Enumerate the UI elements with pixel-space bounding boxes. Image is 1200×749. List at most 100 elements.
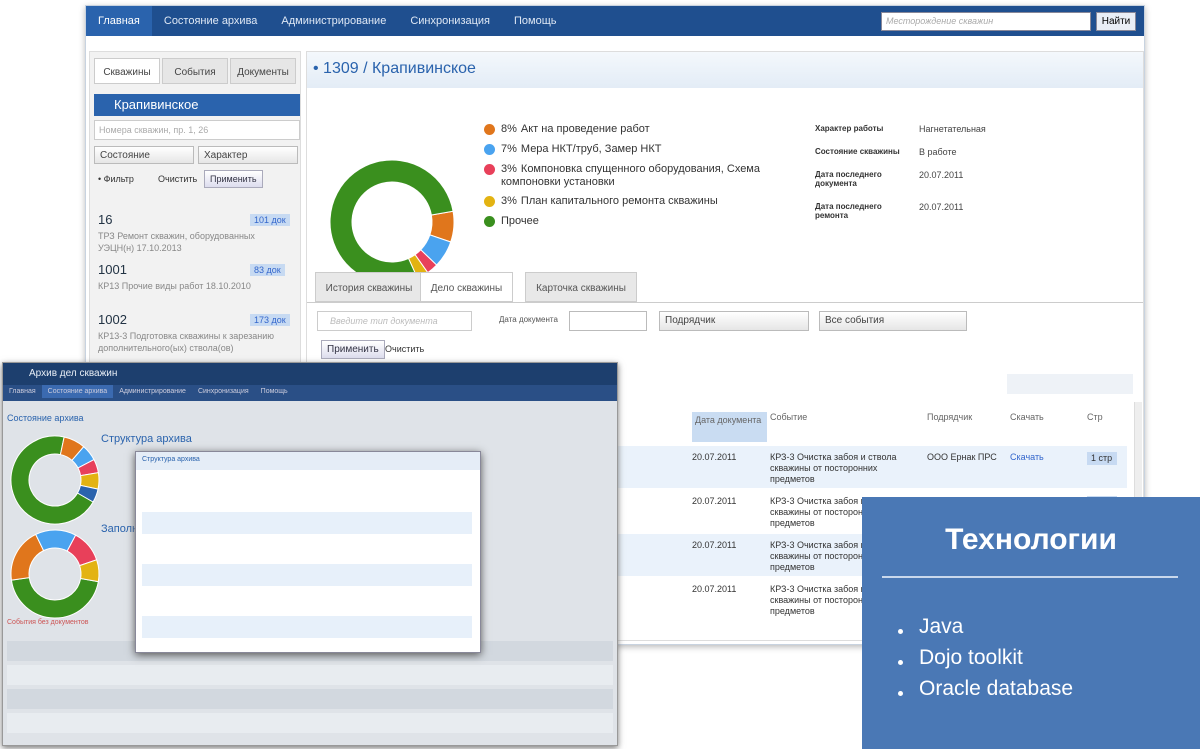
well-description: ТРЗ Ремонт скважин, оборудованных УЭЦН(н… [98, 231, 255, 253]
well-description: КР13 Прочие виды работ 18.10.2010 [98, 281, 251, 291]
table-cell: 20.07.2011 [692, 452, 737, 462]
field-header[interactable]: Крапивинское [94, 94, 300, 116]
info-key: Дата последнего документа [815, 170, 882, 188]
legend-dot [484, 124, 495, 135]
select[interactable]: Характер [198, 146, 298, 164]
table-cell: 20.07.2011 [692, 584, 737, 594]
well-badge: 101 док [250, 214, 290, 226]
well-tab[interactable]: Карточка скважины [525, 272, 637, 302]
inset-events: События без документов [7, 619, 89, 626]
legend-text: Прочее [501, 215, 539, 227]
date-input[interactable] [569, 311, 647, 331]
donut-slice [329, 159, 454, 272]
column-header: Подрядчик [927, 412, 973, 422]
well-badge: 173 док [250, 314, 290, 326]
legend-value: 3% [501, 195, 517, 207]
left-tab[interactable]: Документы [230, 58, 296, 84]
tech-rule [882, 576, 1178, 578]
well-number-input[interactable]: Номера скважин, пр. 1, 26 [94, 120, 300, 140]
legend-text: Акт на проведение работ [520, 123, 650, 135]
nav-item[interactable]: Синхронизация [410, 15, 491, 27]
nav-item[interactable]: Помощь [514, 15, 557, 27]
top-nav: Главная Состояние архива Администрирование… [86, 6, 1144, 36]
table-row [607, 446, 1127, 488]
well-name[interactable]: 1002 [98, 312, 127, 327]
column-header[interactable]: Дата документа [692, 412, 767, 442]
left-panel: Скважины События Документы Крапивинское Номе… [89, 51, 301, 371]
doc-search[interactable]: Введите тип документа [317, 311, 472, 331]
tech-item: Java [919, 615, 964, 638]
inset-nav-item[interactable]: Состояние архива [41, 385, 114, 398]
well-name[interactable]: 16 [98, 212, 113, 227]
donut-slice [78, 559, 100, 583]
well-badge: 83 док [250, 264, 285, 276]
legend-dot [484, 164, 495, 175]
select[interactable]: Состояние [94, 146, 194, 164]
inset-row [7, 713, 613, 733]
inset-row [7, 689, 613, 709]
filter-button[interactable]: • Фильтр [98, 174, 134, 184]
well-name[interactable]: 1001 [98, 262, 127, 277]
apply-button[interactable]: Применить [204, 170, 263, 188]
well-tab[interactable]: История скважины [315, 272, 423, 302]
column-header: Скачать [1010, 412, 1044, 422]
left-tab[interactable]: События [162, 58, 228, 84]
clear-button[interactable]: Очистить [158, 174, 198, 184]
left-tab[interactable]: Скважины [94, 58, 160, 84]
info-key: Дата последнего ремонта [815, 202, 882, 220]
well-description: КР13-3 Подготовка скважины к зарезанию д… [98, 331, 275, 353]
legend-dot [484, 196, 495, 207]
donut [10, 435, 100, 525]
table-cell[interactable]: Скачать [1010, 452, 1044, 462]
bullet [898, 691, 903, 696]
info-value: 20.07.2011 [919, 170, 964, 180]
nav-item[interactable]: Главная [86, 6, 152, 36]
info-value: В работе [919, 147, 957, 157]
donut-slice [10, 435, 94, 525]
search-button[interactable]: Найти [1096, 12, 1136, 31]
donut [10, 529, 100, 619]
well-tab[interactable]: Дело скважины [420, 272, 513, 302]
info-value: 20.07.2011 [919, 202, 964, 212]
inset-nav-item[interactable]: Главная [9, 388, 36, 395]
legend-text: План капитального ремонта скважины [520, 195, 718, 207]
legend-value: 3% [501, 163, 517, 175]
tab-line [307, 302, 1143, 303]
nav-item[interactable]: Состояние архива [163, 15, 258, 27]
table-cell: КРЗ-3 Очистка забоя и ствола скважины от… [770, 584, 897, 616]
modal-row [142, 616, 472, 638]
panel-header: • 1309 / Крапивинское [307, 52, 1143, 88]
info-key: Характер работы [815, 124, 884, 133]
tech-title: Технологии [945, 523, 1117, 556]
inset-nav-item[interactable]: Синхронизация [197, 388, 249, 395]
nav-item[interactable]: Администрирование [281, 15, 387, 27]
bullet [898, 660, 903, 665]
table-cell: ООО Ернак ПРС [927, 452, 997, 462]
info-value: Нагнетательная [919, 124, 986, 134]
select[interactable]: Все события [819, 311, 967, 331]
legend-label: 3% Компоновка спущенного оборудования, Сх… [501, 163, 791, 189]
inset-structure: Структура архива [101, 433, 192, 445]
table-cell: 1 стр [1087, 452, 1117, 465]
inset-section: Состояние архива [7, 413, 84, 423]
inset-nav-item[interactable]: Помощь [260, 388, 288, 395]
modal-row [142, 538, 472, 560]
legend-value: 7% [501, 143, 517, 155]
inset-nav-item[interactable]: Администрирование [119, 388, 186, 395]
inset-screenshot: Архив дел скважин Главная Состояние архива… [2, 362, 618, 746]
legend-label: 3% План капитального ремонта скважины [501, 195, 791, 208]
donut-slice [76, 484, 99, 503]
search-input[interactable]: Месторождение скважин [881, 12, 1091, 31]
modal-row [142, 590, 472, 612]
tech-box: Технологии Java Dojo toolkit Oracle databas… [862, 497, 1200, 749]
legend-label: 8% Акт на проведение работ [501, 123, 791, 136]
table-cell: 20.07.2011 [692, 540, 737, 550]
toolbar [1007, 374, 1133, 394]
date-label: Дата документа [499, 315, 558, 324]
modal-row [142, 564, 472, 586]
apply-button[interactable]: Применить [321, 340, 385, 359]
legend-text: Компоновка спущенного оборудования, Схем… [501, 163, 760, 188]
select[interactable]: Подрядчик [659, 311, 809, 331]
clear-button[interactable]: Очистить [385, 344, 425, 354]
